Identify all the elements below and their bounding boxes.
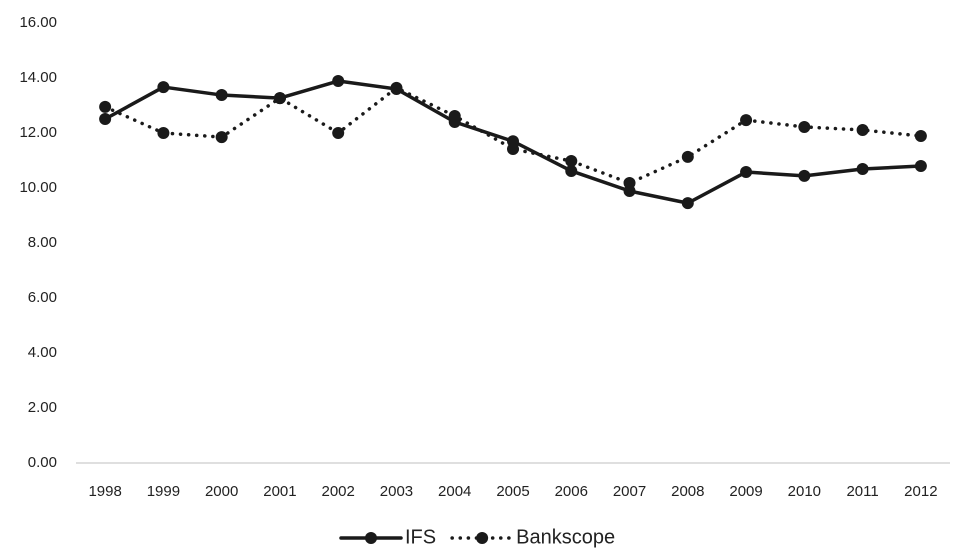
x-tick-label: 2008: [671, 483, 704, 500]
point-marker: [273, 92, 286, 105]
legend-label: Bankscope: [516, 526, 615, 548]
y-tick-label: 4.00: [28, 344, 57, 361]
point-marker: [681, 197, 694, 210]
x-tick-label: 2004: [438, 483, 471, 500]
legend-marker: [365, 532, 377, 544]
legend-marker: [476, 532, 489, 544]
x-tick-label: 2006: [555, 483, 588, 500]
point-marker: [215, 89, 228, 102]
point-marker: [215, 131, 228, 144]
point-marker: [448, 109, 461, 122]
x-tick-label: 2005: [496, 483, 529, 500]
point-marker: [390, 81, 403, 94]
x-tick-label: 2001: [263, 483, 296, 500]
x-tick-label: 2000: [205, 483, 238, 500]
y-tick-label: 8.00: [28, 234, 57, 251]
point-marker: [681, 150, 694, 163]
point-marker: [157, 127, 170, 139]
point-marker: [740, 114, 753, 127]
series-line: [103, 86, 923, 185]
x-tick-label: 2003: [380, 483, 413, 500]
x-tick-label: 2012: [904, 483, 937, 500]
point-marker: [740, 166, 753, 179]
point-marker: [332, 75, 345, 88]
x-tick-label: 2011: [846, 483, 878, 500]
point-marker: [157, 81, 170, 94]
point-marker: [798, 120, 811, 133]
y-tick-label: 12.00: [19, 124, 57, 141]
x-tick-label: 1998: [88, 483, 121, 500]
point-marker: [623, 177, 636, 190]
y-tick-label: 0.00: [28, 454, 57, 471]
point-marker: [99, 100, 112, 113]
x-tick-label: 2007: [613, 483, 646, 500]
point-marker: [856, 123, 869, 136]
y-tick-label: 10.00: [19, 179, 57, 196]
point-marker: [856, 163, 869, 176]
point-marker: [914, 160, 927, 172]
legend-label: IFS: [405, 526, 436, 548]
point-marker: [332, 127, 345, 139]
x-tick-label: 1999: [147, 483, 180, 500]
point-marker: [565, 155, 578, 168]
point-marker: [507, 142, 519, 155]
point-marker: [99, 112, 112, 125]
x-tick-label: 2009: [729, 483, 762, 500]
y-tick-label: 6.00: [28, 289, 57, 306]
y-tick-label: 2.00: [28, 399, 57, 416]
x-tick-label: 2010: [788, 483, 821, 500]
x-tick-label: 2002: [322, 483, 355, 500]
point-marker: [914, 130, 927, 143]
y-tick-label: 14.00: [19, 69, 57, 86]
point-marker: [798, 169, 811, 182]
y-tick-label: 16.00: [19, 14, 57, 31]
point-marker: [565, 164, 578, 177]
